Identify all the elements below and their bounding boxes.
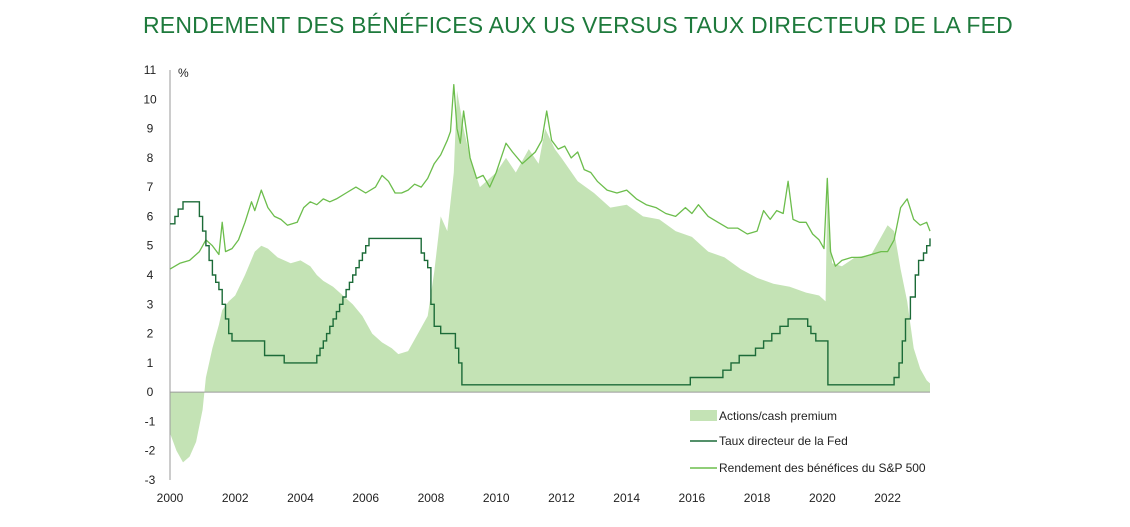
x-tick-label: 2012 (548, 491, 575, 505)
premium-area-layer (170, 90, 930, 463)
earnings-yield-line (169, 83, 931, 270)
earnings-yield-layer (169, 83, 931, 270)
fed-rate-line (170, 201, 931, 386)
legend-swatch-premium (690, 410, 717, 421)
y-tick-label: 4 (147, 268, 154, 282)
legend-label: Taux directeur de la Fed (719, 434, 848, 448)
x-tick-label: 2000 (157, 491, 184, 505)
y-unit-label: % (178, 66, 189, 80)
x-tick-label: 2014 (613, 491, 640, 505)
legend: Actions/cash premium Taux directeur de la… (690, 409, 926, 475)
legend-label: Rendement des bénéfices du S&P 500 (719, 461, 926, 475)
x-tick-label: 2010 (483, 491, 510, 505)
x-tick-label: 2002 (222, 491, 249, 505)
y-tick-label: 3 (147, 297, 154, 311)
x-tick-label: 2016 (679, 491, 706, 505)
x-tick-label: 2008 (418, 491, 445, 505)
tick-labels: -3 -2 -1 0 1 2 3 4 5 6 7 8 9 10 11 % 2000 2002 2004 2006 200… (143, 63, 901, 505)
y-tick-label: 0 (147, 385, 154, 399)
y-tick-label: 1 (147, 356, 154, 370)
x-tick-label: 2006 (352, 491, 379, 505)
y-tick-label: 8 (147, 151, 154, 165)
y-tick-label: -1 (145, 414, 156, 428)
y-tick-label: 10 (143, 92, 157, 106)
y-tick-label: 6 (147, 209, 154, 223)
y-tick-label: -2 (145, 444, 156, 458)
y-tick-label: 7 (147, 180, 154, 194)
x-tick-label: 2004 (287, 491, 314, 505)
x-tick-label: 2022 (874, 491, 901, 505)
x-tick-label: 2020 (809, 491, 836, 505)
x-tick-label: 2018 (744, 491, 771, 505)
y-tick-label: 9 (147, 122, 154, 136)
legend-label: Actions/cash premium (719, 409, 837, 423)
y-tick-label: 2 (147, 327, 154, 341)
y-tick-label: 11 (144, 63, 157, 77)
axes (169, 70, 930, 480)
fed-rate-layer (170, 201, 931, 386)
y-tick-label: 5 (147, 239, 154, 253)
chart-title: RENDEMENT DES BÉNÉFICES AUX US VERSUS TA… (143, 12, 1013, 38)
y-tick-label: -3 (145, 473, 156, 487)
premium-area (170, 90, 930, 463)
